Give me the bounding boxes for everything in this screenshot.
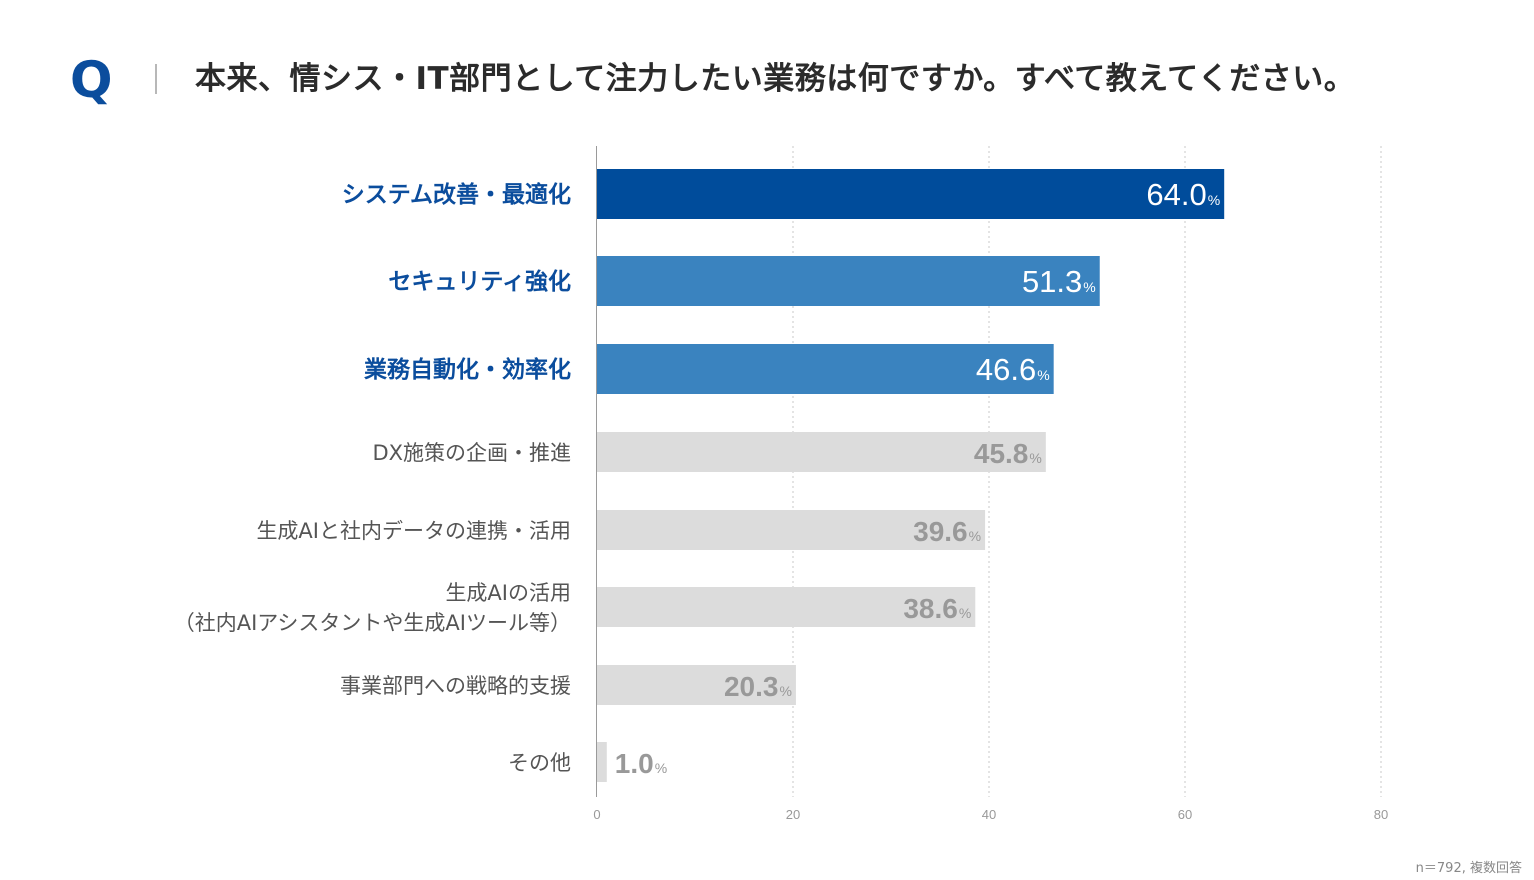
bar xyxy=(597,510,986,550)
value-percent: % xyxy=(1029,450,1041,466)
x-tick-label: 60 xyxy=(1178,807,1192,822)
bar xyxy=(597,665,796,705)
value-number: 1.0 xyxy=(615,748,654,779)
value-label: 1.0% xyxy=(615,748,667,779)
bars xyxy=(597,169,1225,782)
bar xyxy=(597,587,976,627)
category-label: セキュリティ強化 xyxy=(388,268,571,295)
value-labels: 64.0%51.3%46.6%45.8%39.6%38.6%20.3%1.0% xyxy=(615,177,1220,779)
category-label: その他 xyxy=(508,751,571,775)
category-label: 生成AIの活用 xyxy=(445,581,571,605)
x-tick-label: 40 xyxy=(982,807,996,822)
value-number: 64.0 xyxy=(1146,177,1206,212)
bar xyxy=(597,742,607,782)
category-label: 事業部門への戦略的支援 xyxy=(340,674,571,698)
value-number: 38.6 xyxy=(903,593,958,624)
sample-footnote: n＝792, 複数回答 xyxy=(1415,861,1522,876)
value-number: 46.6 xyxy=(976,352,1036,387)
value-label: 38.6% xyxy=(903,593,971,624)
header-divider xyxy=(155,64,157,94)
category-label: システム改善・最適化 xyxy=(342,181,571,208)
value-percent: % xyxy=(779,683,791,699)
x-tick-label: 80 xyxy=(1374,807,1388,822)
category-label: DX施策の企画・推進 xyxy=(372,441,571,465)
x-tick-labels: 0 20 40 60 80 xyxy=(593,807,1388,822)
value-percent: % xyxy=(969,528,981,544)
value-label: 39.6% xyxy=(913,516,981,547)
category-label: 業務自動化・効率化 xyxy=(363,356,571,383)
x-tick-label: 0 xyxy=(593,807,600,822)
category-label: （社内AIアシスタントや生成AIツール等） xyxy=(174,611,571,635)
value-number: 20.3 xyxy=(724,671,779,702)
value-percent: % xyxy=(1037,367,1049,383)
q-mark: Q xyxy=(70,51,113,109)
value-label: 51.3% xyxy=(1022,264,1096,299)
value-number: 45.8 xyxy=(974,438,1029,469)
bar xyxy=(597,344,1054,394)
value-label: 46.6% xyxy=(976,352,1050,387)
value-percent: % xyxy=(1083,279,1095,295)
value-label: 45.8% xyxy=(974,438,1042,469)
value-number: 51.3 xyxy=(1022,264,1082,299)
value-label: 64.0% xyxy=(1146,177,1220,212)
bar xyxy=(597,432,1046,472)
bar xyxy=(597,256,1100,306)
value-percent: % xyxy=(655,760,667,776)
value-percent: % xyxy=(1208,192,1220,208)
question-title: 本来、情シス・IT部門として注力したい業務は何ですか。すべて教えてください。 xyxy=(195,61,1356,97)
x-tick-label: 20 xyxy=(786,807,800,822)
bar xyxy=(597,169,1225,219)
value-percent: % xyxy=(959,605,971,621)
value-number: 39.6 xyxy=(913,516,968,547)
value-label: 20.3% xyxy=(724,671,792,702)
category-label: 生成AIと社内データの連携・活用 xyxy=(256,519,571,543)
